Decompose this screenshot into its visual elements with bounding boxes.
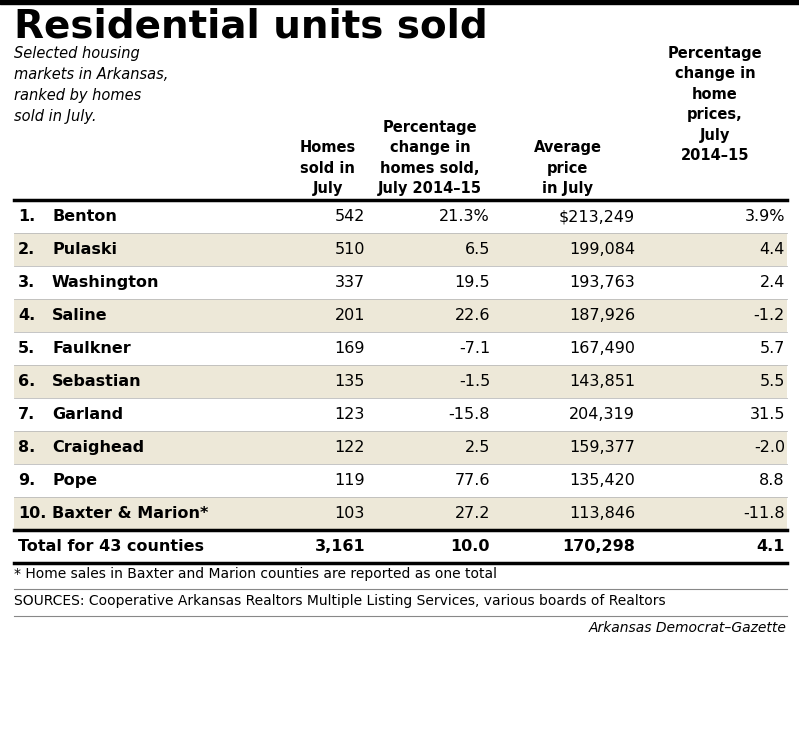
Bar bbox=[14, 299, 787, 332]
Text: 77.6: 77.6 bbox=[455, 473, 490, 488]
Text: -1.2: -1.2 bbox=[753, 308, 785, 323]
Text: 123: 123 bbox=[335, 407, 365, 422]
Text: 1.: 1. bbox=[18, 209, 35, 224]
Text: 10.: 10. bbox=[18, 506, 46, 521]
Text: 187,926: 187,926 bbox=[569, 308, 635, 323]
Text: -11.8: -11.8 bbox=[743, 506, 785, 521]
Text: Percentage
change in
home
prices,
July
2014–15: Percentage change in home prices, July 2… bbox=[668, 46, 762, 163]
Text: 6.: 6. bbox=[18, 374, 35, 389]
Text: 4.1: 4.1 bbox=[757, 539, 785, 554]
Text: 8.: 8. bbox=[18, 440, 35, 455]
Text: Saline: Saline bbox=[52, 308, 108, 323]
Text: 167,490: 167,490 bbox=[569, 341, 635, 356]
Text: -7.1: -7.1 bbox=[459, 341, 490, 356]
Text: 204,319: 204,319 bbox=[569, 407, 635, 422]
Text: Total for 43 counties: Total for 43 counties bbox=[18, 539, 204, 554]
Text: 119: 119 bbox=[334, 473, 365, 488]
Text: 170,298: 170,298 bbox=[562, 539, 635, 554]
Text: SOURCES: Cooperative Arkansas Realtors Multiple Listing Services, various boards: SOURCES: Cooperative Arkansas Realtors M… bbox=[14, 594, 666, 608]
Text: 113,846: 113,846 bbox=[569, 506, 635, 521]
Text: 3.: 3. bbox=[18, 275, 35, 290]
Text: 22.6: 22.6 bbox=[455, 308, 490, 323]
Text: 5.: 5. bbox=[18, 341, 35, 356]
Text: Homes
sold in
July: Homes sold in July bbox=[300, 140, 356, 196]
Text: 9.: 9. bbox=[18, 473, 35, 488]
Text: 201: 201 bbox=[335, 308, 365, 323]
Text: 143,851: 143,851 bbox=[569, 374, 635, 389]
Bar bbox=[14, 431, 787, 464]
Text: 3.9%: 3.9% bbox=[745, 209, 785, 224]
Bar bbox=[14, 233, 787, 266]
Bar bbox=[14, 365, 787, 398]
Text: 8.8: 8.8 bbox=[759, 473, 785, 488]
Text: 19.5: 19.5 bbox=[455, 275, 490, 290]
Text: 4.4: 4.4 bbox=[760, 242, 785, 257]
Text: 169: 169 bbox=[335, 341, 365, 356]
Text: Arkansas Democrat–Gazette: Arkansas Democrat–Gazette bbox=[589, 621, 787, 635]
Text: 510: 510 bbox=[335, 242, 365, 257]
Text: 159,377: 159,377 bbox=[569, 440, 635, 455]
Text: Benton: Benton bbox=[52, 209, 117, 224]
Text: 122: 122 bbox=[335, 440, 365, 455]
Text: Garland: Garland bbox=[52, 407, 123, 422]
Text: 7.: 7. bbox=[18, 407, 35, 422]
Text: Pulaski: Pulaski bbox=[52, 242, 117, 257]
Text: 135,420: 135,420 bbox=[569, 473, 635, 488]
Text: 27.2: 27.2 bbox=[455, 506, 490, 521]
Text: 542: 542 bbox=[335, 209, 365, 224]
Text: 193,763: 193,763 bbox=[569, 275, 635, 290]
Text: -15.8: -15.8 bbox=[448, 407, 490, 422]
Text: 2.: 2. bbox=[18, 242, 35, 257]
Text: 199,084: 199,084 bbox=[569, 242, 635, 257]
Text: Pope: Pope bbox=[52, 473, 97, 488]
Text: Sebastian: Sebastian bbox=[52, 374, 141, 389]
Bar bbox=[14, 497, 787, 530]
Text: 337: 337 bbox=[335, 275, 365, 290]
Text: 135: 135 bbox=[335, 374, 365, 389]
Text: 6.5: 6.5 bbox=[465, 242, 490, 257]
Text: Residential units sold: Residential units sold bbox=[14, 7, 487, 45]
Text: 4.: 4. bbox=[18, 308, 35, 323]
Text: Faulkner: Faulkner bbox=[52, 341, 131, 356]
Text: Baxter & Marion*: Baxter & Marion* bbox=[52, 506, 209, 521]
Text: Selected housing
markets in Arkansas,
ranked by homes
sold in July.: Selected housing markets in Arkansas, ra… bbox=[14, 46, 169, 124]
Text: Average
price
in July: Average price in July bbox=[534, 140, 602, 196]
Text: 103: 103 bbox=[335, 506, 365, 521]
Text: 3,161: 3,161 bbox=[314, 539, 365, 554]
Text: -2.0: -2.0 bbox=[754, 440, 785, 455]
Text: Craighead: Craighead bbox=[52, 440, 144, 455]
Text: 31.5: 31.5 bbox=[749, 407, 785, 422]
Text: 2.5: 2.5 bbox=[465, 440, 490, 455]
Text: * Home sales in Baxter and Marion counties are reported as one total: * Home sales in Baxter and Marion counti… bbox=[14, 567, 497, 581]
Text: 5.5: 5.5 bbox=[760, 374, 785, 389]
Text: Percentage
change in
homes sold,
July 2014–15: Percentage change in homes sold, July 20… bbox=[378, 120, 482, 196]
Text: 5.7: 5.7 bbox=[760, 341, 785, 356]
Text: 10.0: 10.0 bbox=[451, 539, 490, 554]
Text: 2.4: 2.4 bbox=[760, 275, 785, 290]
Text: Washington: Washington bbox=[52, 275, 160, 290]
Text: $213,249: $213,249 bbox=[559, 209, 635, 224]
Text: -1.5: -1.5 bbox=[459, 374, 490, 389]
Text: 21.3%: 21.3% bbox=[439, 209, 490, 224]
